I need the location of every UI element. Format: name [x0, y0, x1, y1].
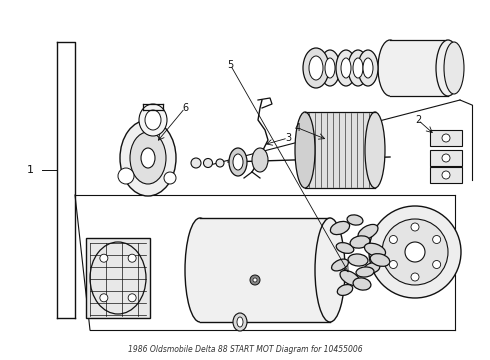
Ellipse shape [332, 259, 348, 271]
Ellipse shape [356, 267, 374, 277]
Ellipse shape [295, 112, 315, 188]
Ellipse shape [442, 171, 450, 179]
Ellipse shape [336, 50, 356, 86]
Ellipse shape [347, 215, 363, 225]
Ellipse shape [336, 243, 354, 253]
Ellipse shape [253, 278, 257, 282]
Ellipse shape [340, 270, 360, 285]
Text: 5: 5 [227, 60, 233, 70]
Ellipse shape [315, 218, 345, 322]
Ellipse shape [363, 58, 373, 78]
Ellipse shape [185, 218, 215, 322]
Ellipse shape [139, 104, 167, 136]
Bar [305, 112, 375, 188]
Ellipse shape [130, 132, 166, 184]
Bar [430, 130, 462, 146]
Ellipse shape [411, 223, 419, 231]
Ellipse shape [100, 294, 108, 302]
Ellipse shape [365, 112, 385, 188]
Ellipse shape [358, 224, 378, 239]
Ellipse shape [118, 168, 134, 184]
Ellipse shape [164, 172, 176, 184]
Bar [200, 218, 330, 322]
Bar [86, 238, 150, 318]
Ellipse shape [411, 273, 419, 281]
Ellipse shape [370, 254, 390, 266]
Ellipse shape [120, 120, 176, 196]
Ellipse shape [341, 58, 351, 78]
Ellipse shape [390, 261, 397, 269]
Ellipse shape [390, 235, 397, 243]
Ellipse shape [353, 278, 371, 290]
Ellipse shape [433, 235, 441, 243]
Ellipse shape [433, 261, 441, 269]
Bar [430, 150, 462, 166]
Ellipse shape [233, 154, 243, 170]
Ellipse shape [309, 56, 323, 80]
Text: 1986 Oldsmobile Delta 88 START MOT Diagram for 10455006: 1986 Oldsmobile Delta 88 START MOT Diagr… [128, 346, 362, 355]
Text: 2: 2 [415, 115, 421, 125]
Ellipse shape [203, 158, 213, 167]
Ellipse shape [442, 154, 450, 162]
Ellipse shape [216, 159, 224, 167]
Ellipse shape [320, 50, 340, 86]
Ellipse shape [353, 58, 363, 78]
Ellipse shape [252, 148, 268, 172]
Text: 1: 1 [26, 165, 33, 175]
Ellipse shape [128, 294, 136, 302]
Ellipse shape [365, 243, 386, 257]
Ellipse shape [233, 313, 247, 331]
Ellipse shape [229, 148, 247, 176]
Ellipse shape [369, 206, 461, 298]
Ellipse shape [348, 50, 368, 86]
Text: 4: 4 [295, 123, 301, 133]
Ellipse shape [350, 236, 370, 248]
Ellipse shape [191, 158, 201, 168]
Ellipse shape [141, 148, 155, 168]
Bar [390, 40, 448, 96]
Ellipse shape [237, 317, 243, 327]
Ellipse shape [348, 254, 368, 266]
Bar [430, 167, 462, 183]
Ellipse shape [128, 254, 136, 262]
Text: 3: 3 [285, 133, 291, 143]
Ellipse shape [100, 254, 108, 262]
Ellipse shape [436, 40, 460, 96]
Ellipse shape [250, 275, 260, 285]
Ellipse shape [303, 48, 329, 88]
Ellipse shape [337, 284, 353, 296]
Ellipse shape [382, 219, 448, 285]
Ellipse shape [405, 242, 425, 262]
Ellipse shape [442, 134, 450, 142]
Text: 6: 6 [182, 103, 188, 113]
Ellipse shape [358, 50, 378, 86]
Ellipse shape [378, 40, 402, 96]
Ellipse shape [330, 221, 350, 235]
Ellipse shape [145, 110, 161, 130]
Ellipse shape [364, 263, 380, 273]
Ellipse shape [444, 42, 464, 94]
Ellipse shape [325, 58, 335, 78]
